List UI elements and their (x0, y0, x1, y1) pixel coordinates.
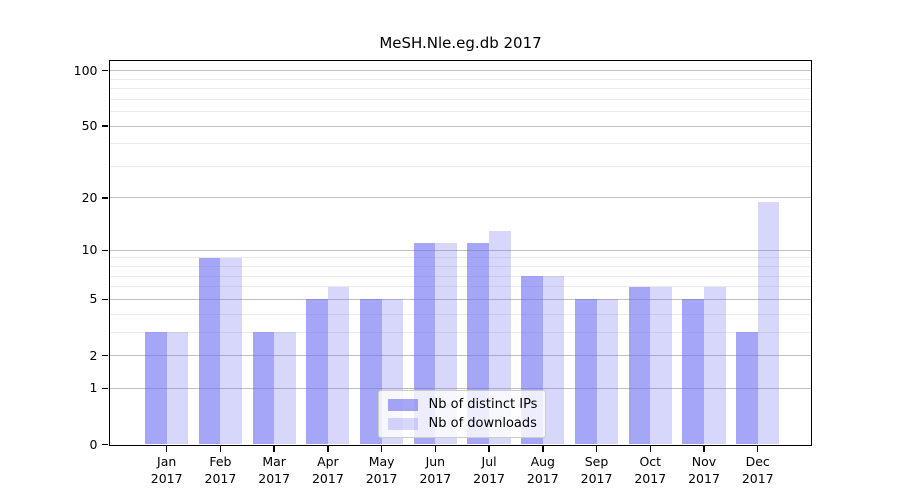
x-tick-label: May 2017 (365, 453, 398, 487)
y-gridline-minor (109, 98, 811, 100)
y-gridline-minor (109, 286, 811, 288)
x-tick-label: Apr 2017 (311, 453, 344, 487)
x-tick-label: Sep 2017 (580, 453, 613, 487)
y-gridline-minor (109, 275, 811, 277)
bar-distinct-ips (574, 299, 597, 445)
y-gridline-minor (109, 88, 811, 90)
x-tick (165, 446, 168, 452)
y-tick (102, 249, 108, 252)
y-tick (102, 197, 108, 199)
x-tick (595, 446, 598, 452)
y-gridline-minor (109, 331, 811, 333)
y-gridline-major (109, 355, 811, 356)
legend-label-distinct-ips: Nb of distinct IPs (428, 397, 538, 412)
plot-area: Nb of distinct IPs Nb of downloads 0 1 2 5 1… (74, 59, 812, 486)
bar-downloads (220, 257, 243, 445)
bar-distinct-ips (736, 332, 758, 445)
bar-downloads (650, 286, 672, 445)
legend-item-downloads: Nb of downloads (387, 415, 537, 433)
y-gridline-major (109, 387, 811, 389)
y-gridline-major (109, 249, 811, 251)
y-gridline-minor (109, 143, 811, 145)
bar-distinct-ips (360, 299, 382, 445)
bar-distinct-ips (252, 332, 275, 445)
chart-title: MeSH.Nle.eg.db 2017 (379, 34, 542, 52)
x-tick-label: Jan 2017 (150, 453, 183, 487)
legend-label-downloads: Nb of downloads (428, 416, 537, 431)
x-tick (649, 446, 652, 452)
bar-downloads (704, 286, 726, 445)
x-tick (488, 446, 490, 452)
x-tick (380, 446, 383, 452)
legend: Nb of distinct IPs Nb of downloads (377, 389, 546, 438)
x-tick-label: Mar 2017 (258, 453, 291, 487)
bar-downloads (542, 276, 565, 445)
x-tick (542, 446, 544, 452)
y-tick-label: 10 (81, 242, 98, 258)
legend-item-distinct-ips: Nb of distinct IPs (387, 396, 538, 414)
bar-distinct-ips (628, 286, 651, 445)
y-gridline-minor (109, 165, 811, 167)
y-tick-label: 2 (89, 347, 98, 363)
y-tick-label: 50 (81, 118, 98, 134)
x-tick-label: Feb 2017 (204, 453, 237, 487)
y-gridline-minor (109, 313, 811, 315)
bar-distinct-ips (198, 257, 221, 445)
y-gridline-major (109, 197, 811, 199)
x-tick-label: Jun 2017 (419, 453, 452, 487)
y-tick-label: 100 (73, 62, 98, 78)
x-tick (327, 446, 329, 452)
x-tick-label: Dec 2017 (741, 453, 774, 487)
bar-downloads (327, 286, 350, 445)
y-tick-label: 1 (89, 380, 98, 396)
bar-distinct-ips (145, 332, 167, 445)
legend-swatch-distinct-ips (387, 398, 418, 411)
y-tick (102, 443, 108, 446)
y-gridline-major (109, 125, 811, 127)
y-tick-label: 0 (89, 436, 98, 452)
bar-distinct-ips (682, 299, 704, 445)
y-gridline-minor (109, 266, 811, 268)
x-tick-label: Nov 2017 (688, 453, 720, 487)
x-tick (756, 446, 759, 452)
x-tick (273, 446, 275, 452)
y-tick (102, 387, 108, 390)
y-tick-label: 20 (81, 189, 98, 205)
y-gridline-major (109, 70, 811, 72)
y-gridline-minor (109, 78, 811, 80)
legend-swatch-downloads (387, 417, 418, 430)
x-tick (703, 446, 705, 452)
y-tick (102, 354, 108, 357)
bar-downloads (596, 299, 619, 445)
x-tick (219, 446, 222, 452)
y-tick (102, 125, 108, 127)
x-tick (434, 446, 437, 452)
x-tick-label: Jul 2017 (473, 453, 505, 487)
bar-downloads (166, 332, 189, 445)
y-gridline-minor (109, 111, 811, 113)
bar-downloads (757, 201, 780, 445)
x-tick-label: Oct 2017 (634, 453, 667, 487)
bar-distinct-ips (306, 299, 328, 445)
y-tick (102, 298, 108, 301)
x-tick-label: Aug 2017 (526, 453, 559, 487)
y-gridline-major (109, 298, 811, 300)
y-tick (102, 69, 108, 72)
bar-downloads (274, 332, 296, 445)
y-tick-label: 5 (89, 291, 98, 307)
y-gridline-minor (109, 257, 811, 259)
